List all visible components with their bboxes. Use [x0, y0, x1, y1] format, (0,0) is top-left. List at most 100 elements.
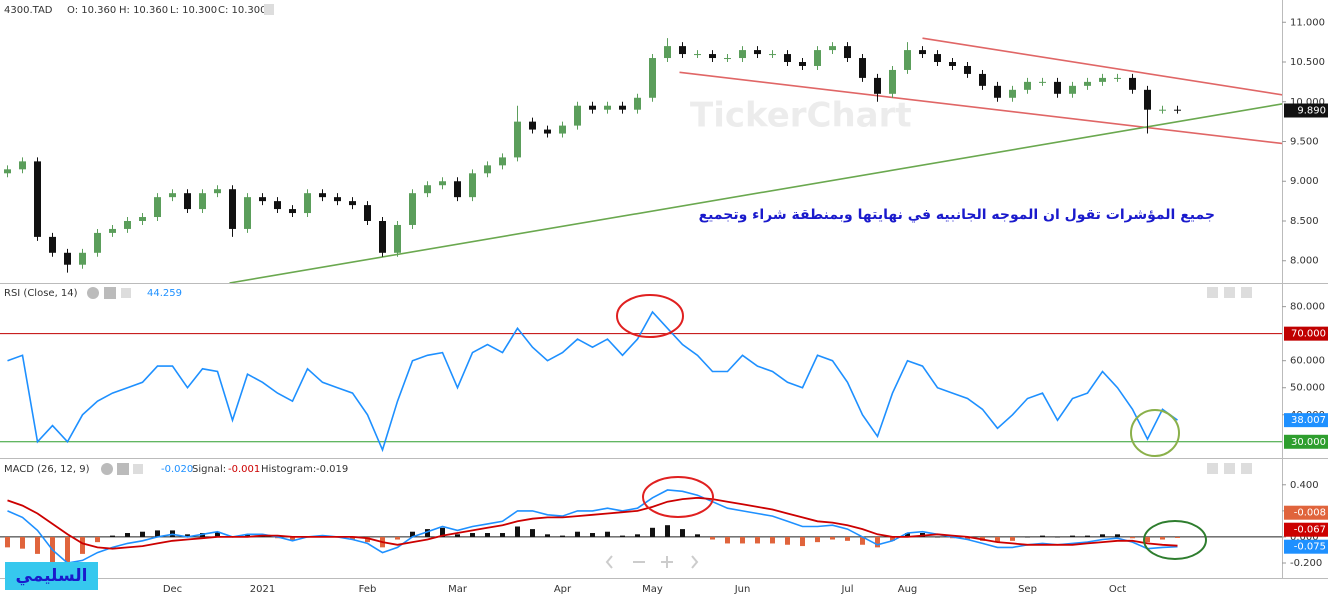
candle-body	[94, 232, 101, 253]
candle-body	[1144, 89, 1151, 110]
navigation[interactable]	[605, 555, 699, 569]
histogram-bar	[1010, 536, 1015, 541]
ohlc-low: L: 10.300	[170, 5, 217, 16]
panel-icons[interactable]	[101, 463, 143, 475]
x-tick-label: Apr	[554, 584, 572, 595]
y-tick-label: 11.000	[1290, 17, 1325, 28]
candle-body	[649, 58, 656, 98]
candle-body	[769, 54, 776, 56]
candle-body	[994, 85, 1001, 98]
highlight	[616, 294, 684, 338]
candle-body	[544, 129, 551, 134]
histogram-bar	[290, 536, 295, 541]
highlight	[1143, 520, 1207, 560]
panel-icons[interactable]	[87, 287, 131, 299]
x-tick-label: Mar	[448, 584, 468, 595]
histogram-bar	[845, 536, 850, 541]
histogram-bar	[155, 530, 160, 537]
candle-body	[1024, 81, 1031, 90]
candle-body	[1069, 85, 1076, 94]
candle-body	[409, 193, 416, 225]
macd-line	[7, 489, 1178, 564]
y-tick-label: 60.000	[1290, 356, 1325, 367]
histogram-bar	[860, 536, 865, 545]
candle-body	[874, 77, 881, 94]
histogram-bar	[20, 536, 25, 549]
candle-body	[1174, 109, 1181, 111]
histogram-bar	[575, 531, 580, 537]
x-tick-label: Aug	[898, 584, 918, 595]
candle-body	[679, 46, 686, 55]
histogram-bar	[215, 531, 220, 537]
watermark: TickerChart	[690, 96, 912, 136]
histogram-bar	[830, 536, 835, 540]
candle-body	[799, 62, 806, 66]
histogram-bar	[245, 534, 250, 537]
candle-body	[934, 54, 941, 63]
candle-body	[169, 193, 176, 198]
histogram-bar	[545, 534, 550, 537]
histogram-bar	[1145, 536, 1150, 543]
window-buttons[interactable]	[1207, 287, 1252, 474]
y-tick-label: 0.000	[1290, 532, 1319, 543]
highlight	[642, 476, 714, 518]
histogram-bar	[770, 536, 775, 544]
histogram-bar	[1100, 534, 1105, 537]
value-tag-label: 9.890	[1297, 105, 1326, 116]
histogram-bar	[965, 536, 970, 540]
histogram-bar	[515, 526, 520, 537]
histogram-bar	[185, 534, 190, 537]
histogram-bar	[455, 534, 460, 537]
histogram-bar	[35, 536, 40, 554]
candle-body	[424, 185, 431, 194]
candle-body	[1129, 77, 1136, 90]
rsi-title: RSI (Close, 14)	[4, 288, 78, 299]
histogram-bar	[350, 536, 355, 540]
rsi-line	[7, 310, 1178, 453]
x-tick-label: Oct	[1109, 584, 1126, 595]
histogram-bar	[995, 536, 1000, 543]
histogram-bar	[740, 536, 745, 544]
y-tick-label: 10.000	[1290, 97, 1325, 108]
histogram-bar	[785, 536, 790, 545]
candle-body	[289, 209, 296, 214]
candle-body	[889, 69, 896, 94]
candle-body	[4, 169, 11, 174]
histogram-bar	[620, 535, 625, 537]
candle-body	[754, 50, 761, 55]
candle-body	[319, 193, 326, 198]
histogram-bar	[410, 531, 415, 537]
candle-body	[244, 197, 251, 229]
candle-body	[139, 217, 146, 221]
candle-body	[259, 197, 266, 202]
rsi-value: 44.259	[147, 288, 182, 299]
histogram-bar	[560, 535, 565, 537]
histogram-bar	[905, 533, 910, 537]
histogram-bar	[1115, 534, 1120, 537]
candle-body	[334, 197, 341, 202]
marks: 8.000 8.500 9.000 9.500 10.000 10.500 11.000 9.…	[0, 17, 1328, 595]
histogram-bar	[110, 535, 115, 537]
histogram-bar	[470, 533, 475, 537]
y-tick-label: 8.000	[1290, 256, 1319, 267]
menu-icon[interactable]	[264, 4, 274, 15]
trend-line	[229, 103, 1282, 283]
value-tag-label: -0.008	[1294, 508, 1326, 519]
histogram-bar	[1085, 535, 1090, 537]
y-tick-label: 8.500	[1290, 216, 1319, 227]
candle-body	[814, 50, 821, 66]
candle-body	[964, 65, 971, 74]
x-tick-label: May	[642, 584, 663, 595]
candle-body	[559, 125, 566, 134]
candle-body	[859, 58, 866, 78]
candle-body	[829, 46, 836, 51]
candle-body	[349, 201, 356, 206]
signal-value: -0.001	[228, 464, 260, 475]
signature: السليمي	[5, 562, 98, 590]
signal-line	[7, 496, 1178, 550]
candle-body	[394, 224, 401, 253]
candle-body	[304, 193, 311, 214]
candle-body	[1009, 89, 1016, 98]
candle-body	[979, 73, 986, 86]
